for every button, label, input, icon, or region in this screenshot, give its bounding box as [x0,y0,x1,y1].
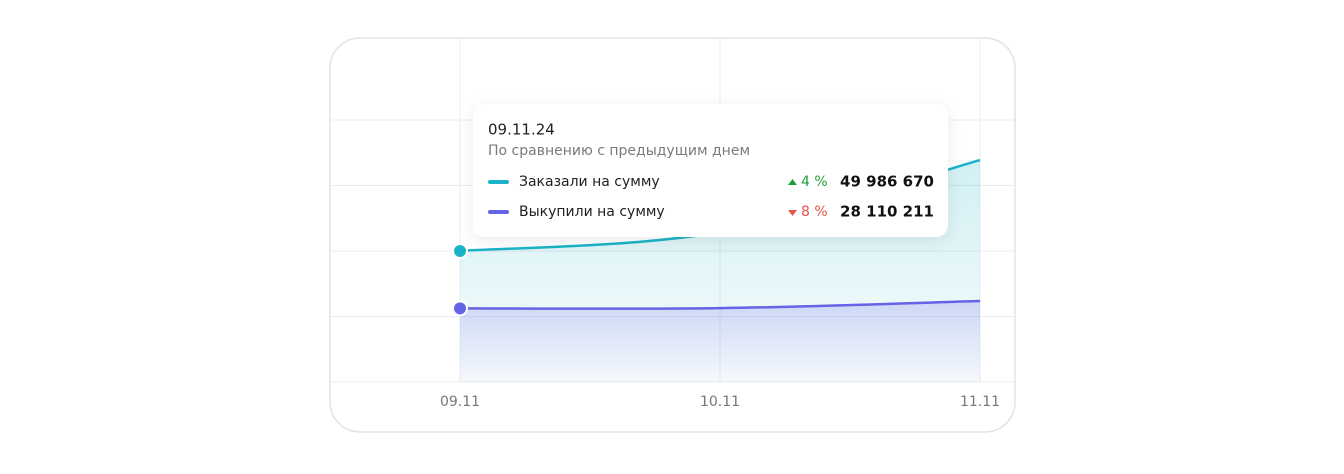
tooltip-box [473,104,948,237]
line [459,299,981,310]
card [329,37,1016,433]
legend-swatch [488,210,509,214]
point [452,300,468,317]
value-label: 28 110 211 [840,203,934,221]
value-label: 49 986 670 [840,173,934,191]
change: 8 % [801,204,828,220]
area [460,301,980,382]
x-tick-label: 10.11 [700,394,740,410]
down-arrow [788,210,797,216]
x-tick-label: 11.11 [960,394,1000,410]
tooltip: 09.11.24 По сравнению с предыдущим днем … [473,104,948,237]
legend-label: Выкупили на сумму [519,204,665,220]
tooltip-date: 09.11.24 [488,121,555,139]
x-tick-label: 09.11 [440,394,480,410]
legend-label: Заказали на сумму [519,174,660,190]
up-arrow [788,179,797,185]
tooltip-subtitle: По сравнению с предыдущим днем [488,143,750,159]
legend-swatch [488,180,509,184]
point [452,243,468,260]
change: 4 % [801,174,828,190]
